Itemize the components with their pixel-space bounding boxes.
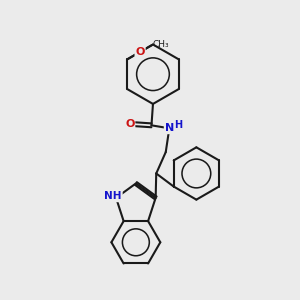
- Text: O: O: [135, 47, 145, 57]
- Text: CH₃: CH₃: [153, 40, 169, 49]
- Text: O: O: [125, 119, 134, 129]
- Text: NH: NH: [104, 191, 122, 201]
- Text: N: N: [165, 123, 174, 133]
- Text: H: H: [174, 120, 182, 130]
